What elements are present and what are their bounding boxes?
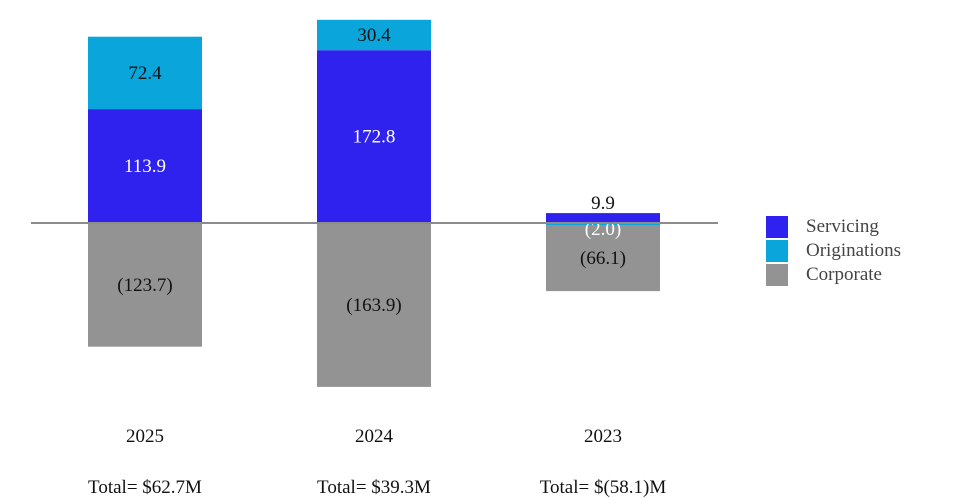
total-label-2025: Total= $62.7M [88, 477, 202, 498]
bar-corporate-2024 [317, 223, 431, 387]
legend-swatch-corporate [766, 264, 788, 286]
category-label-2025: 2025 [126, 426, 164, 447]
data-label-servicing-2023: 9.9 [591, 193, 615, 214]
legend-item-originations: Originations [766, 239, 901, 263]
bar-servicing-2025 [88, 109, 202, 223]
legend-label-corporate: Corporate [806, 264, 882, 285]
data-label-servicing-2025: 113.9 [124, 156, 166, 177]
bar-servicing-2023 [546, 213, 660, 223]
category-label-2024: 2024 [355, 426, 394, 447]
total-label-2023: Total= $(58.1)M [540, 477, 667, 498]
legend-swatch-originations [766, 240, 788, 262]
data-label-servicing-2024: 172.8 [353, 127, 396, 148]
data-label-originations-2025: 72.4 [128, 63, 162, 84]
data-label-corporate-2024: (163.9) [346, 295, 401, 316]
bar-corporate-2023 [546, 225, 660, 292]
legend-swatch-servicing [766, 216, 788, 238]
bar-corporate-2025 [88, 223, 202, 347]
bar-originations-2024 [317, 19, 431, 51]
total-label-2024: Total= $39.3M [317, 477, 431, 498]
bar-servicing-2024 [317, 50, 431, 224]
legend: Servicing Originations Corporate [766, 215, 901, 287]
legend-label-servicing: Servicing [806, 216, 879, 237]
data-label-originations-2024: 30.4 [357, 25, 391, 46]
data-label-corporate-2025: (123.7) [117, 275, 172, 296]
category-label-2023: 2023 [584, 426, 622, 447]
legend-label-originations: Originations [806, 240, 901, 261]
data-label-corporate-2023: (66.1) [580, 248, 626, 269]
legend-item-servicing: Servicing [766, 215, 901, 239]
data-label-originations-2023: (2.0) [585, 219, 621, 240]
legend-item-corporate: Corporate [766, 263, 901, 287]
bar-originations-2025 [88, 36, 202, 110]
